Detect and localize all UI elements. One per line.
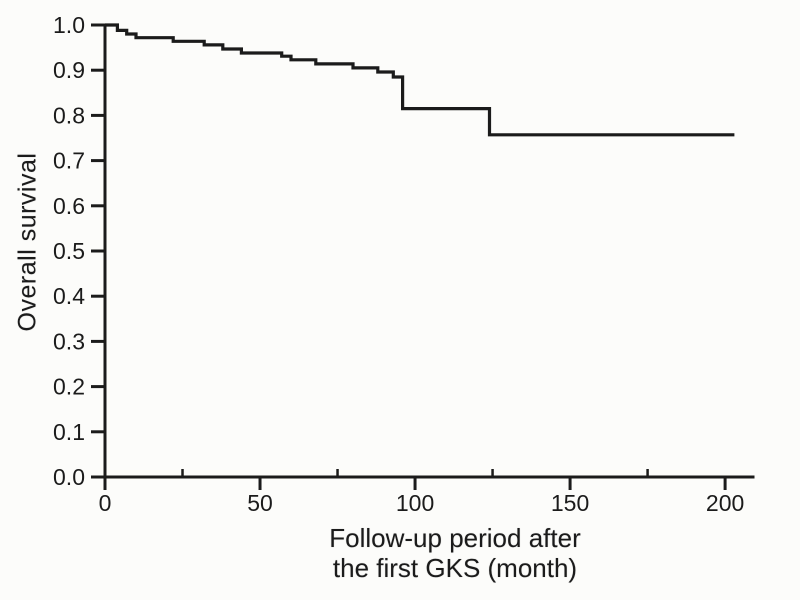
x-axis-title: Follow-up period after the first GKS (mo… <box>329 523 581 583</box>
x-axis-title-line1: Follow-up period after <box>329 523 581 553</box>
y-tick-label: 0.7 <box>53 148 85 174</box>
x-tick-label: 100 <box>396 490 434 516</box>
x-tick-label: 0 <box>99 490 112 516</box>
x-tick-label: 200 <box>706 490 744 516</box>
y-tick-label: 0.9 <box>53 57 85 83</box>
y-axis-title: Overall survival <box>13 152 42 332</box>
survival-curve <box>105 23 735 137</box>
y-tick-label: 0.6 <box>53 193 85 219</box>
y-tick-label: 1.0 <box>53 12 85 38</box>
y-tick-label: 0.2 <box>53 374 85 400</box>
y-tick-label: 0.4 <box>53 283 85 309</box>
y-tick-label: 0.5 <box>53 238 85 264</box>
x-axis-title-line2: the first GKS (month) <box>332 552 578 583</box>
x-tick-label: 150 <box>551 490 589 516</box>
y-tick-label: 0.1 <box>53 419 85 445</box>
y-tick-label: 0.0 <box>53 464 85 490</box>
y-tick-label: 0.8 <box>53 102 85 128</box>
y-tick-label: 0.3 <box>53 328 85 354</box>
x-tick-label: 50 <box>247 490 273 516</box>
